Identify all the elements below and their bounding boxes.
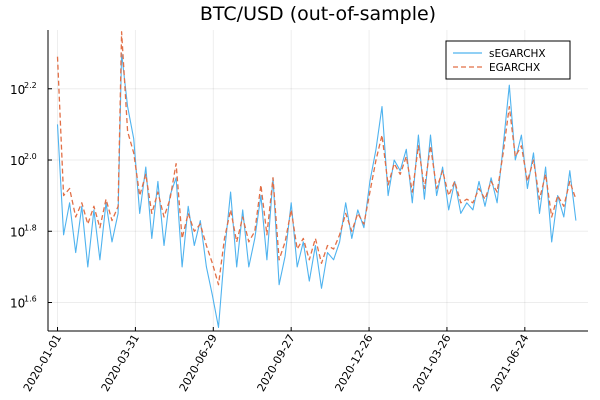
x-tick-label: 2020-01-01 xyxy=(21,332,64,394)
y-tick-exponent: 1.6 xyxy=(24,295,37,304)
y-tick-exponent: 2.0 xyxy=(24,152,37,161)
series-layer xyxy=(56,31,577,328)
y-tick-base: 10 xyxy=(10,297,25,311)
y-tick-base: 10 xyxy=(10,83,25,97)
legend: sEGARCHX EGARCHX xyxy=(445,40,571,80)
chart-title: BTC/USD (out-of-sample) xyxy=(200,3,436,25)
y-tick-base: 10 xyxy=(10,225,25,239)
legend-label-segarchx: sEGARCHX xyxy=(489,48,546,60)
x-tick-labels: 2020-01-01 2020-03-31 2020-06-29 2020-09-27… xyxy=(21,327,531,394)
x-tick-label: 2020-03-31 xyxy=(99,332,142,394)
legend-box xyxy=(445,40,571,80)
y-tick-exponent: 2.2 xyxy=(24,81,37,90)
x-tick-label: 2020-09-27 xyxy=(255,332,298,394)
axes xyxy=(47,30,588,332)
y-tick-base: 10 xyxy=(10,154,25,168)
series-line-egarchx xyxy=(56,31,577,286)
x-tick-label: 2020-12-26 xyxy=(332,332,375,394)
x-tick-label: 2021-03-26 xyxy=(410,332,453,394)
x-tick-label: 2020-06-29 xyxy=(177,332,220,394)
grid xyxy=(48,30,588,331)
x-tick-label: 2021-06-24 xyxy=(488,332,531,394)
y-tick-exponent: 1.8 xyxy=(24,223,37,232)
legend-label-egarchx: EGARCHX xyxy=(489,62,540,74)
